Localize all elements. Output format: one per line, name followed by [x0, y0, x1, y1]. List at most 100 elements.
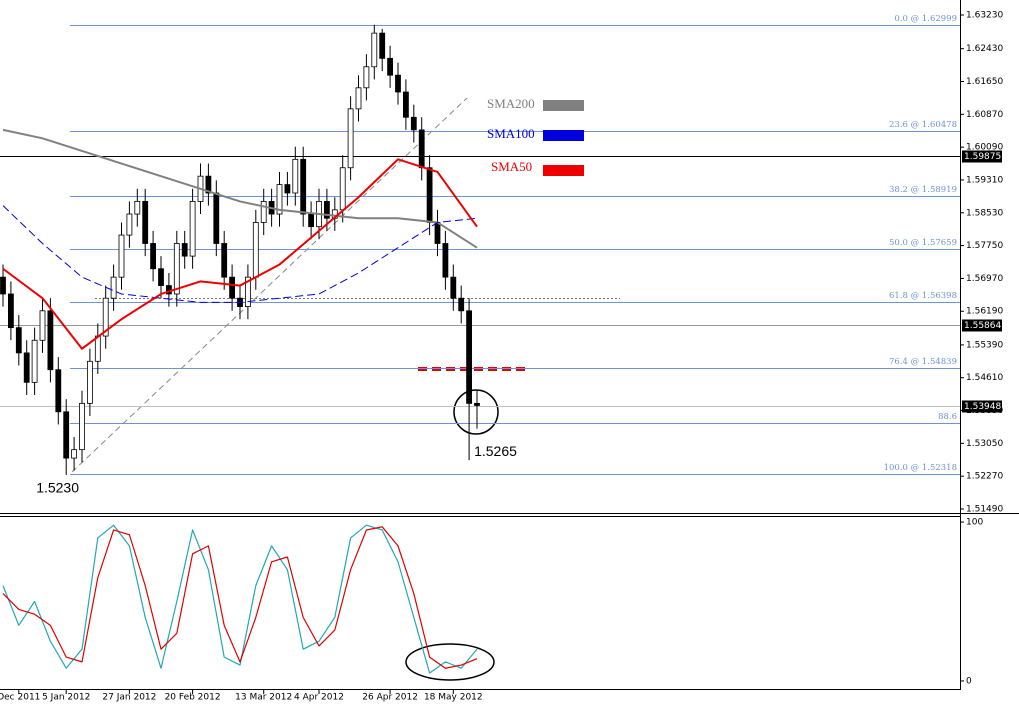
candle-body: [410, 116, 417, 131]
candle-body: [173, 243, 180, 295]
x-tick-label: Dec 2011: [0, 693, 40, 703]
candle-body: [213, 192, 220, 244]
x-tick-label: 20 Feb 2012: [165, 693, 221, 703]
candle-body: [0, 276, 6, 295]
highlight-circle: [453, 389, 499, 435]
legend-text: SMA100: [487, 126, 535, 141]
candle-body: [244, 276, 251, 308]
y-tick-label: 1.52270: [966, 472, 1003, 482]
y-tick-label: 1.60870: [966, 110, 1003, 120]
candle-body: [450, 276, 457, 299]
price-box-label: 1.55864: [964, 321, 1001, 331]
y-tick-label: 1.56970: [966, 274, 1003, 284]
candle-body: [434, 222, 441, 244]
candle-body: [181, 243, 188, 257]
fib-label: 38.2 @ 1.58919: [889, 185, 957, 195]
candle-body: [308, 213, 315, 228]
fib-label: 88.6: [938, 412, 957, 422]
fib-label: 50.0 @ 1.57659: [889, 238, 957, 248]
x-tick-label: 13 Mar 2012: [235, 693, 292, 703]
candle-body: [355, 87, 362, 110]
candle-body: [300, 158, 307, 215]
y-tick-label: 1.53050: [966, 439, 1003, 449]
candle-body: [39, 310, 46, 341]
candle-body: [87, 360, 93, 404]
stochastic-line: [2, 526, 478, 669]
y-tick-label: 1.56190: [966, 307, 1003, 317]
candle-body: [387, 57, 394, 76]
price-box: [962, 319, 1002, 332]
y-tick-label: 1.59310: [966, 175, 1003, 185]
price-box-label: 1.59875: [964, 152, 1001, 162]
candle-body: [94, 335, 101, 362]
candle-body: [79, 402, 85, 451]
x-tick-label: 26 Apr 2012: [362, 693, 418, 703]
candle-body: [63, 411, 70, 459]
candle-body: [442, 243, 449, 278]
candle-body: [134, 201, 141, 215]
candle-body: [47, 310, 54, 371]
y-tick-label: 1.60090: [966, 143, 1003, 153]
y-tick-label: 1.55390: [966, 340, 1003, 350]
x-tick-label: 27 Jan 2012: [102, 693, 156, 703]
fib-label: 76.4 @ 1.54839: [889, 357, 957, 367]
candle-body: [126, 213, 133, 236]
candle-body: [7, 293, 14, 329]
candle-body: [474, 402, 480, 406]
sma-line: [2, 128, 478, 249]
candle-body: [458, 297, 465, 312]
fib-label: 100.0 @ 1.52318: [884, 463, 957, 473]
candle-body: [292, 158, 299, 194]
candle-body: [221, 243, 228, 278]
legend-swatch: [543, 165, 584, 176]
sma-line: [2, 205, 478, 303]
price-box: [962, 400, 1002, 413]
candle-body: [110, 276, 117, 299]
plot-layer: 1.63230 1.62430 1.61650 1.60870 1.60090 1.593…: [0, 11, 1003, 703]
candle-body: [260, 201, 267, 223]
candle-body: [339, 167, 346, 211]
legend-text: SMA50: [491, 159, 532, 174]
stochastic-line: [2, 524, 478, 674]
legend-swatch: [543, 130, 584, 141]
y-tick-label: 1.57750: [966, 241, 1003, 251]
candle-body: [418, 129, 425, 169]
x-tick-label: 4 Apr 2012: [294, 693, 344, 703]
y-tick-label: 1.51490: [966, 504, 1003, 514]
candle-body: [426, 167, 433, 223]
candle-body: [102, 297, 109, 337]
candle-body: [466, 310, 473, 404]
candle-body: [23, 352, 30, 383]
candle-body: [229, 276, 236, 299]
candle-body: [395, 74, 401, 93]
candle-body: [55, 369, 62, 413]
candle-body: [284, 184, 291, 194]
candle-body: [252, 222, 259, 278]
x-tick-label: 18 May 2012: [424, 693, 483, 703]
price-box-label: 1.53948: [964, 402, 1001, 412]
candle-body: [347, 108, 354, 169]
highlight-ellipse: [405, 643, 495, 681]
candle-body: [189, 201, 196, 257]
candle-body: [142, 201, 149, 244]
candle-body: [205, 175, 212, 194]
candle-body: [150, 243, 157, 270]
y-tick-label: 1.62430: [966, 44, 1003, 54]
fib-label: 61.8 @ 1.56398: [889, 291, 957, 301]
candle-body: [71, 449, 77, 459]
candle-body: [379, 32, 386, 59]
legend-text: SMA200: [487, 96, 535, 111]
y-tick-label: 100: [966, 518, 983, 528]
annotation: 1.5230: [36, 480, 79, 496]
y-tick-label: 1.54610: [966, 373, 1003, 383]
y-tick-label: 1.61650: [966, 77, 1003, 87]
candle-body: [31, 339, 38, 383]
price-box: [962, 150, 1002, 163]
fib-label: 23.6 @ 1.60478: [889, 120, 957, 130]
annotation: 1.5265: [474, 443, 517, 459]
y-tick-label: 1.58530: [966, 208, 1003, 218]
y-tick-label: 1.63230: [966, 11, 1003, 21]
candle-body: [15, 327, 22, 354]
